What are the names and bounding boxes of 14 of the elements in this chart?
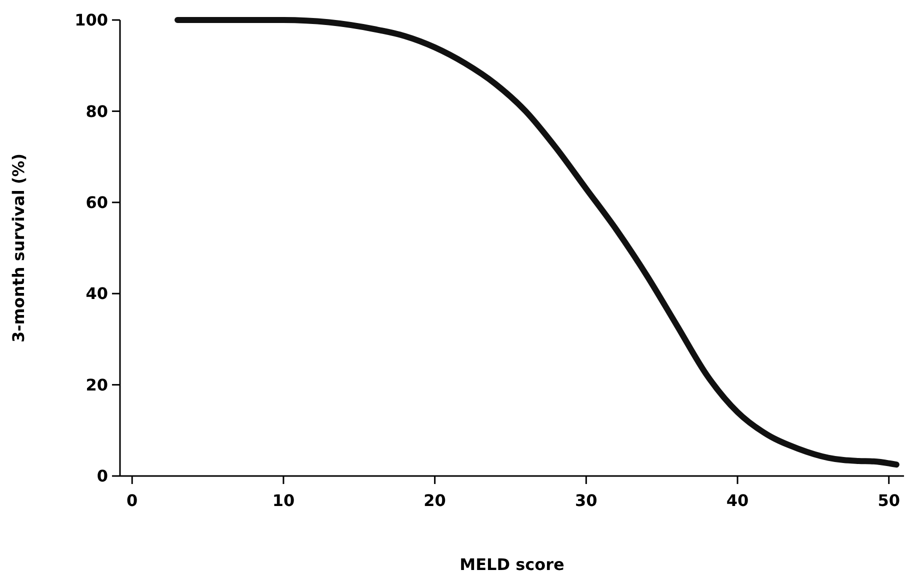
y-tick-label: 40 xyxy=(86,284,108,304)
x-tick-label: 30 xyxy=(575,491,598,510)
x-axis-title: MELD score xyxy=(460,555,564,574)
y-tick-label: 0 xyxy=(96,466,108,486)
x-tick-label: 50 xyxy=(878,491,900,510)
x-tick-label: 20 xyxy=(424,491,446,510)
x-tick-label: 0 xyxy=(126,491,138,510)
y-tick-label: 80 xyxy=(86,102,108,121)
y-tick-label: 20 xyxy=(86,375,108,394)
y-tick-label: 100 xyxy=(74,10,108,30)
x-tick-label: 10 xyxy=(272,491,295,510)
x-tick-label: 40 xyxy=(726,491,749,510)
y-axis-title: 3-month survival (%) xyxy=(9,153,28,343)
y-tick-label: 60 xyxy=(86,193,108,212)
